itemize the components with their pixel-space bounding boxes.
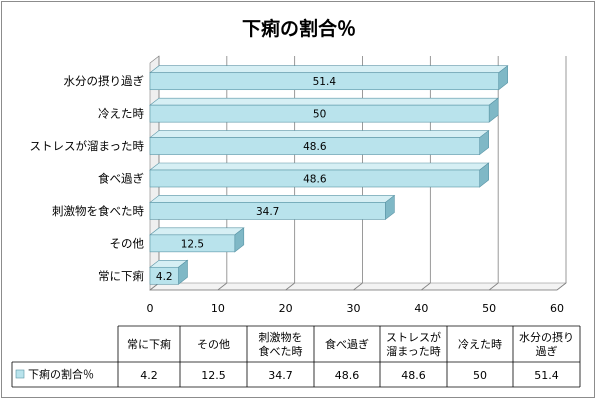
gridline-floor [217,282,228,291]
table-value: 48.6 [335,369,360,382]
y-category-label: 水分の摂り過ぎ [64,74,145,88]
bar: 12.5 [149,227,245,253]
chart-title: 下痢の割合％ [242,17,356,40]
gridline-floor [556,282,567,291]
table-header: 食べた時 [259,344,303,358]
data-table: 常に下痢 4.2 その他 12.5 刺激物を食べた時 34.7 食べ過ぎ 48.6 ストレスが溜… [11,325,581,388]
legend-label: 下痢の割合％ [28,367,94,381]
data-label: 50 [313,109,326,121]
data-label: 34.7 [256,206,279,218]
bar-front [149,266,179,285]
x-tick-label: 10 [211,302,225,315]
y-category-label: その他 [110,236,145,250]
y-category-label: 食べ過ぎ [98,172,144,186]
gridline-floor [488,282,499,291]
bar: 50 [149,97,500,123]
table-value: 51.4 [534,369,559,382]
table-header: ストレスが [386,330,441,344]
table-header: その他 [197,338,230,351]
table-value: 4.2 [140,369,158,382]
bar-top [149,227,245,236]
x-tick-label: 50 [482,302,496,315]
bar-top [149,195,396,203]
table-header: 水分の摂り [519,330,574,344]
y-category-label: ストレスが溜まった時 [29,139,144,153]
y-category-label: 刺激物を食べた時 [52,204,144,218]
table-header: 食べ過ぎ [325,337,369,351]
x-tick-label: 0 [147,302,154,315]
data-label: 48.6 [303,174,327,186]
x-tick-label: 60 [550,302,564,315]
bar-front [149,72,499,91]
data-label: 12.5 [181,238,204,250]
bar-front [149,202,386,220]
bar: 48.6 [149,129,490,156]
bar-front [149,104,490,123]
bar-top [149,65,509,74]
bar-front [149,137,480,155]
table-value: 12.5 [201,369,226,382]
bar-top [149,162,490,171]
bar-front [149,234,236,253]
table-value: 34.7 [268,369,293,382]
bar: 34.7 [149,194,396,221]
data-label: 4.2 [156,271,173,283]
bar: 48.6 [149,162,490,188]
table-header: 刺激物を [259,330,303,344]
y-category-label: 常に下痢 [98,269,144,283]
table-value: 48.6 [401,369,426,382]
data-label: 48.6 [303,141,327,153]
table-header: 溜まった時 [386,344,441,358]
chart-bars: 4.2 12.5 34.7 48.6 48.6 50 51.4 [149,65,509,285]
bar-front [149,169,480,188]
table-header: 冷えた時 [458,338,502,351]
bar-top [149,130,490,138]
y-category-label: 冷えた時 [98,107,144,121]
bar: 51.4 [149,65,509,91]
table-header: 常に下痢 [127,337,171,351]
x-tick-label: 30 [347,302,361,315]
gridline-floor [353,282,363,291]
legend-swatch [15,369,25,379]
x-tick-label: 40 [414,302,428,315]
bar: 4.2 [149,259,189,285]
gridline-floor [421,282,431,291]
bar-top [149,97,500,106]
data-label: 51.4 [313,76,337,88]
table-header: 過ぎ [536,344,558,358]
x-tick-label: 20 [279,302,293,315]
table-value: 50 [473,369,487,382]
gridline-floor [285,282,295,291]
